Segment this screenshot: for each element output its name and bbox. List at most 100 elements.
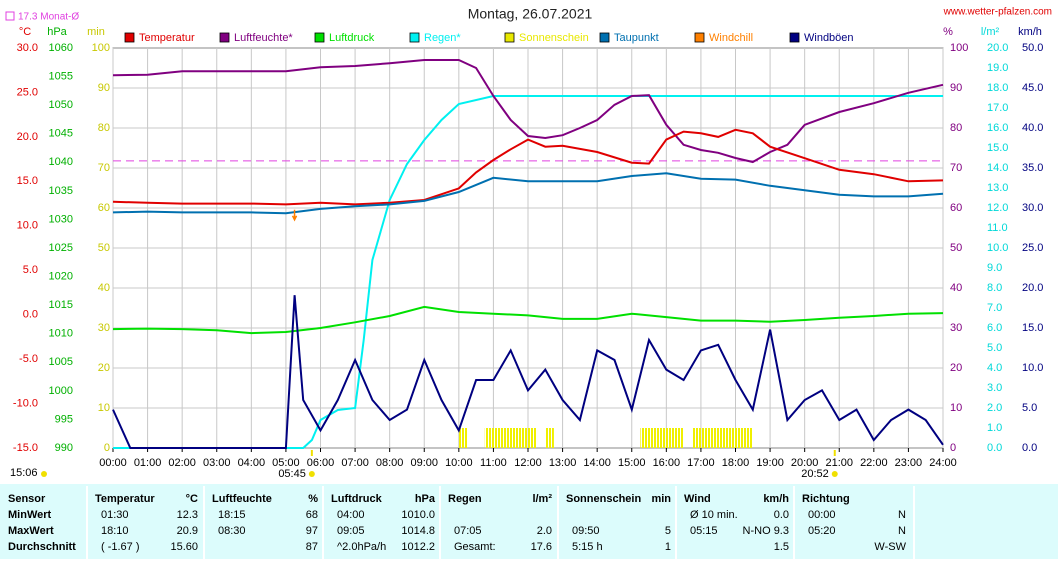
y-tick-label: 0.0	[1022, 442, 1037, 454]
sunshine-bar	[545, 428, 554, 448]
sunshine-bar	[692, 428, 753, 448]
x-tick-label: 22:00	[860, 457, 888, 469]
y-tick-label: 995	[55, 413, 73, 425]
x-tick-label: 12:00	[514, 457, 542, 469]
x-tick-label: 16:00	[653, 457, 681, 469]
table-cell: 07:05	[454, 525, 482, 537]
y-tick-label: 1015	[49, 299, 73, 311]
table-cell: 5:15 h	[572, 541, 603, 553]
y-tick-label: 2.0	[987, 402, 1002, 414]
legend-label: Luftdruck	[329, 32, 375, 44]
y-tick-label: 19.0	[987, 62, 1008, 74]
y-tick-label: 100	[950, 42, 968, 54]
y-tick-label: 0	[104, 442, 110, 454]
axis-unit: min	[87, 26, 105, 38]
legend-label: Temperatur	[139, 32, 195, 44]
y-tick-label: 17.0	[987, 102, 1008, 114]
y-tick-label: 14.0	[987, 162, 1008, 174]
legend-key	[124, 32, 135, 43]
y-tick-label: 990	[55, 442, 73, 454]
y-tick-label: 100	[92, 42, 110, 54]
sunshine-bar	[640, 428, 684, 448]
table-background	[0, 484, 1058, 559]
table-cell: 18:15	[218, 509, 246, 521]
legend-label: Luftfeuchte*	[234, 32, 293, 44]
legend-label: Windchill	[709, 32, 753, 44]
legend-key	[219, 32, 230, 43]
legend-key	[409, 32, 420, 43]
x-tick-label: 11:00	[480, 457, 507, 469]
y-tick-label: 7.0	[987, 302, 1002, 314]
table-cell: W-SW	[874, 541, 906, 553]
table-group: Richtung	[802, 493, 850, 505]
y-tick-label: 25.0	[1022, 242, 1043, 254]
y-tick-label: 30.0	[1022, 202, 1043, 214]
x-tick-label: 05:00	[272, 457, 300, 469]
table-unit: l/m²	[532, 493, 552, 505]
x-tick-label: 06:00	[307, 457, 335, 469]
legend-label: Taupunkt	[614, 32, 659, 44]
table-cell: 17.6	[531, 541, 552, 553]
y-tick-label: 40	[950, 282, 962, 294]
y-tick-label: 80	[950, 122, 962, 134]
windchill-mark	[291, 209, 298, 222]
y-tick-label: -5.0	[19, 353, 38, 365]
table-group: Sonnenschein	[566, 493, 641, 505]
y-tick-label: 1035	[49, 185, 73, 197]
table-group: Temperatur	[95, 493, 155, 505]
table-group: Luftdruck	[331, 493, 383, 505]
table-cell: 1012.2	[401, 541, 435, 553]
y-tick-label: 10	[950, 402, 962, 414]
y-tick-label: 40.0	[1022, 122, 1043, 134]
y-tick-label: 1.0	[987, 422, 1002, 434]
x-tick-label: 03:00	[203, 457, 231, 469]
y-tick-label: 10.0	[1022, 362, 1043, 374]
y-tick-label: 70	[98, 162, 110, 174]
y-tick-label: 0.0	[23, 309, 38, 321]
y-tick-label: 3.0	[987, 382, 1002, 394]
table-cell: 1014.8	[401, 525, 435, 537]
y-tick-label: 60	[950, 202, 962, 214]
y-tick-label: 35.0	[1022, 162, 1043, 174]
x-tick-label: 09:00	[410, 457, 438, 469]
y-tick-label: 1010	[49, 328, 73, 340]
y-tick-label: 5.0	[1022, 402, 1037, 414]
table-unit: °C	[186, 493, 198, 505]
axis-unit: hPa	[47, 26, 67, 38]
y-tick-label: 60	[98, 202, 110, 214]
series-line	[112, 305, 944, 335]
y-tick-label: 15.0	[17, 175, 38, 187]
table-cell: Gesamt:	[454, 541, 496, 553]
mean-label: 17.3 Monat-Ø	[18, 12, 79, 23]
y-tick-label: 70	[950, 162, 962, 174]
y-tick-label: 10.0	[987, 242, 1008, 254]
y-tick-label: 50	[950, 242, 962, 254]
table-cell: 00:00	[808, 509, 836, 521]
y-tick-label: 1060	[49, 42, 73, 54]
y-tick-label: 15.0	[1022, 322, 1043, 334]
y-tick-label: 45.0	[1022, 82, 1043, 94]
day-length: 15:06	[10, 467, 38, 479]
table-cell: N	[898, 525, 906, 537]
x-tick-label: 07:00	[341, 457, 369, 469]
x-tick-label: 08:00	[376, 457, 404, 469]
y-tick-label: -10.0	[13, 397, 38, 409]
y-tick-label: 20.0	[1022, 282, 1043, 294]
sunshine-bar	[458, 428, 468, 448]
legend-key	[694, 32, 705, 43]
table-cell: 20.9	[177, 525, 198, 537]
x-tick-label: 00:00	[99, 457, 127, 469]
y-tick-label: 1020	[49, 270, 73, 282]
table-group: Regen	[448, 493, 482, 505]
y-tick-label: 30.0	[17, 42, 38, 54]
x-tick-label: 21:00	[825, 457, 853, 469]
mean-key	[5, 11, 15, 21]
legend-label: Regen*	[424, 32, 461, 44]
series-line	[112, 172, 944, 215]
y-tick-label: 6.0	[987, 322, 1002, 334]
y-tick-label: 90	[950, 82, 962, 94]
sun-time: 20:52	[801, 468, 829, 480]
y-tick-label: 12.0	[987, 202, 1008, 214]
table-unit: %	[308, 493, 318, 505]
